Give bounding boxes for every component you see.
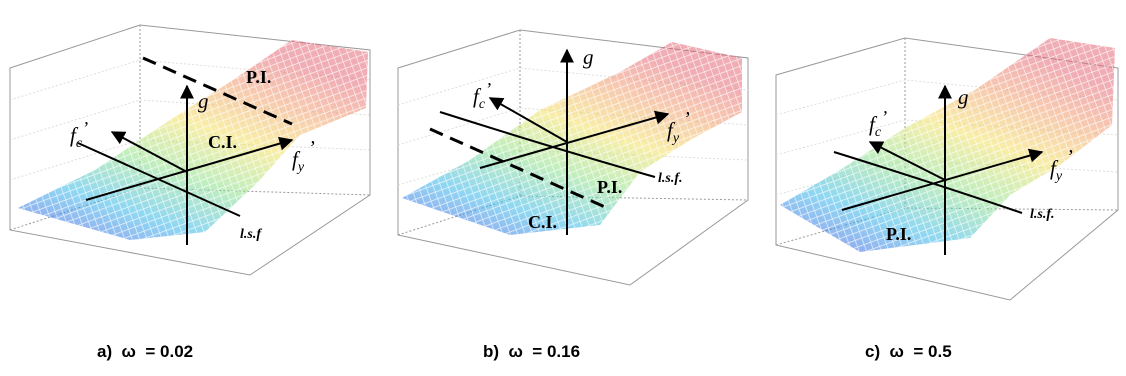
fy-label-a: fy’: [292, 137, 315, 175]
region-pi-b: P.I.: [597, 177, 622, 197]
panel-c: g fc’ fy’ P.I. l.s.f.: [775, 37, 1119, 301]
fc-axis-c: [868, 141, 946, 181]
lsf-label-b: l.s.f.: [658, 171, 683, 186]
region-ci-a: C.I.: [208, 132, 237, 152]
region-pi-c: P.I.: [886, 224, 911, 244]
caption-b: b) ω = 0.16: [483, 342, 581, 361]
caption-a: a) ω = 0.02: [97, 342, 194, 361]
g-label-a: g: [198, 89, 209, 113]
lsf-line-c: [833, 151, 1023, 214]
lsf-line-a: [77, 142, 241, 217]
fy-label-b: fy’: [667, 108, 690, 146]
fy-label-c: fy’: [1050, 146, 1073, 184]
caption-c: c) ω = 0.5: [865, 342, 952, 361]
surface-b: [402, 42, 742, 235]
boundary-dashed-a: [142, 56, 293, 126]
surface-c: [780, 38, 1115, 252]
lsf-label-c: l.s.f.: [1030, 207, 1055, 222]
fy-axis-b: [479, 110, 670, 169]
panel-b: g fc’ fy’ P.I. C.I. l.s.f.: [397, 29, 749, 286]
lsf-line-b: [439, 111, 656, 178]
region-ci-b: C.I.: [528, 212, 557, 232]
g-label-b: g: [583, 45, 594, 69]
fc-label-b: fc’: [473, 79, 491, 112]
surface-a: [18, 40, 368, 240]
panel-a: g fc’ fy’ P.I. C.I. l.s.f: [9, 24, 371, 276]
fc-label-c: fc’: [869, 107, 887, 140]
region-pi-a: P.I.: [246, 67, 271, 87]
lsf-label-a: l.s.f: [240, 227, 262, 242]
fy-axis-a: [85, 136, 294, 201]
fc-label-a: fc’: [70, 118, 88, 151]
fc-axis-a: [110, 131, 188, 173]
fc-axis-b: [488, 97, 568, 143]
boundary-dashed-b: [429, 127, 606, 209]
g-label-c: g: [958, 85, 969, 109]
fy-axis-c: [841, 148, 1044, 211]
